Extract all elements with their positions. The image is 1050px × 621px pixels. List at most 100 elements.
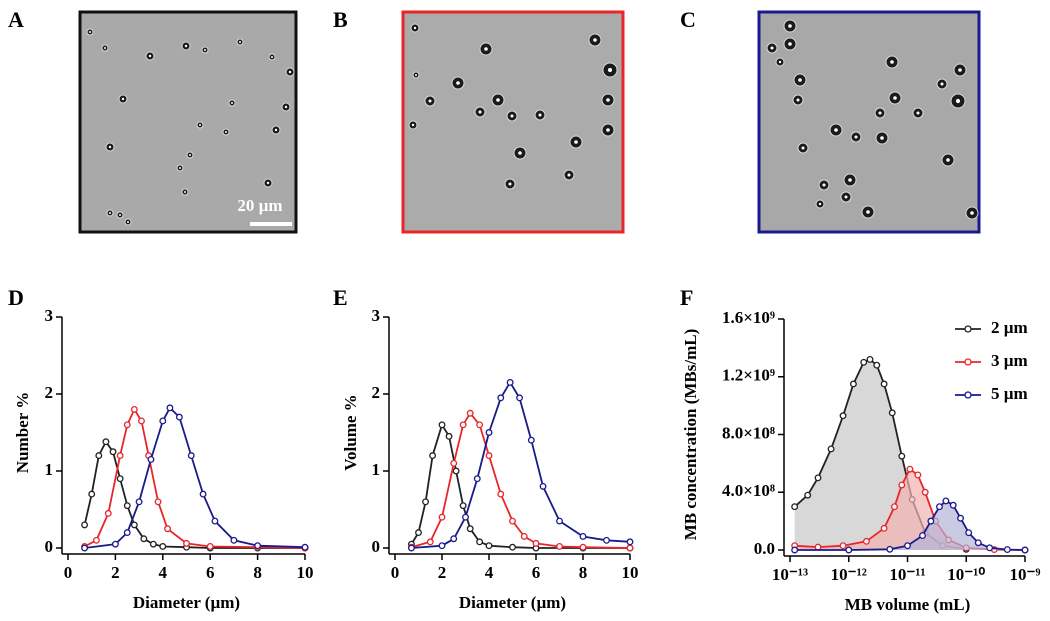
y-tick-label: 0.0: [754, 539, 775, 558]
data-point: [438, 421, 446, 429]
data-point: [175, 413, 183, 421]
data-point: [450, 535, 458, 543]
y-tick-label: 0: [45, 537, 54, 556]
microbubble-core: [266, 181, 270, 185]
microbubble-core: [818, 202, 822, 206]
microbubble-core: [796, 98, 800, 102]
data-point: [92, 536, 100, 544]
data-point: [140, 535, 148, 543]
microbubble-core: [204, 49, 206, 51]
microbubble-core: [801, 146, 805, 150]
data-point: [450, 459, 458, 467]
data-point: [138, 417, 145, 425]
data-point: [898, 452, 906, 460]
data-point: [445, 432, 453, 440]
microbubble-core: [456, 81, 460, 85]
data-point: [974, 539, 982, 547]
data-point: [603, 536, 610, 544]
data-point: [147, 456, 155, 463]
microbubble-core: [778, 60, 782, 64]
microbubble-core: [607, 67, 613, 73]
data-point: [866, 355, 874, 363]
data-point: [111, 540, 119, 548]
data-point: [791, 546, 799, 554]
data-point: [1003, 546, 1011, 554]
panel-label: D: [8, 285, 24, 310]
microbubble-core: [848, 178, 852, 182]
data-point: [579, 533, 587, 540]
x-tick-label: 4: [485, 563, 494, 582]
micrographs: 20 µm A B C: [8, 7, 981, 234]
microbubble-core: [184, 191, 186, 193]
micrograph-b: [401, 10, 625, 234]
data-point: [88, 490, 96, 498]
data-point: [845, 546, 853, 554]
microbubble-core: [274, 128, 278, 132]
data-point: [159, 543, 167, 550]
series-area: [794, 469, 1025, 550]
data-point: [123, 502, 131, 510]
data-point: [104, 509, 112, 517]
microbubble-core: [893, 96, 897, 100]
microbubble-core: [121, 97, 125, 101]
data-point: [804, 491, 812, 499]
data-point: [473, 475, 481, 483]
data-point: [426, 538, 434, 546]
y-tick-label: 0: [372, 537, 381, 556]
data-point: [626, 544, 634, 552]
data-point: [957, 514, 965, 522]
data-point: [438, 542, 446, 550]
data-point: [880, 380, 888, 388]
legend-label: 3 µm: [991, 351, 1028, 370]
microbubble-core: [119, 214, 121, 216]
microbubble-core: [411, 123, 415, 127]
data-point: [116, 452, 124, 460]
microbubble-core: [184, 44, 188, 48]
data-point: [81, 544, 89, 552]
microbubble-core: [179, 167, 181, 169]
x-tick-label: 10⁻¹¹: [889, 565, 925, 584]
series-line: [411, 380, 631, 549]
x-axis-label: Diameter (µm): [133, 593, 240, 612]
microbubble-core: [271, 56, 273, 58]
y-tick-label: 1.6×10⁹: [722, 308, 775, 327]
microbubble-core: [413, 26, 417, 30]
microbubble-core: [958, 68, 962, 72]
panel-label: E: [333, 285, 348, 310]
microbubble-core: [478, 110, 482, 114]
data-point: [109, 448, 117, 456]
legend-marker: [964, 325, 972, 333]
data-point: [123, 421, 131, 429]
microbubble-core: [770, 46, 774, 50]
series-line: [84, 407, 306, 549]
data-point: [936, 503, 943, 511]
data-point: [459, 502, 467, 510]
microbubble-core: [567, 173, 571, 177]
data-point: [135, 498, 143, 506]
scale-bar-label: 20 µm: [237, 196, 282, 215]
legend-label: 5 µm: [991, 384, 1028, 403]
data-point: [123, 529, 131, 537]
data-point: [839, 412, 847, 420]
data-point: [880, 524, 888, 532]
legend-marker: [964, 358, 972, 366]
data-point: [476, 421, 484, 429]
x-tick-label: 10⁻⁹: [1009, 565, 1040, 584]
microbubble-core: [518, 151, 522, 155]
microbubble-core: [878, 111, 882, 115]
data-point: [130, 521, 138, 529]
data-point: [520, 533, 528, 540]
x-tick-label: 8: [253, 563, 262, 582]
series-line: [410, 422, 630, 549]
y-tick-label: 2: [45, 383, 54, 402]
microbubble-core: [788, 24, 792, 28]
data-point: [81, 521, 89, 529]
microbubble-core: [880, 136, 884, 140]
microbubble-core: [189, 154, 191, 156]
data-point: [485, 429, 493, 436]
data-point: [509, 543, 516, 551]
microbubble-core: [89, 31, 91, 33]
data-point: [187, 452, 195, 460]
